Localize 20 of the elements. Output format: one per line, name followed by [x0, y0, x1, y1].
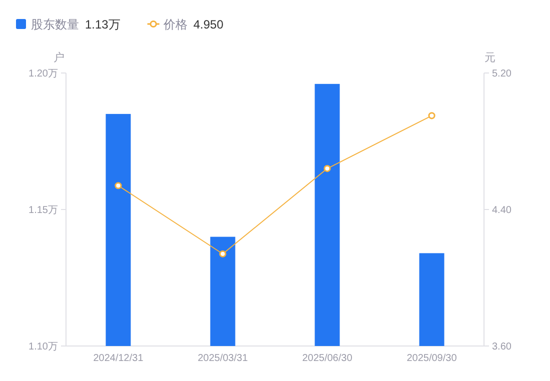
x-tick-label: 2025/09/30	[406, 353, 458, 364]
legend-label: 股东数量	[31, 18, 79, 32]
y2-tick-label: 3.60	[492, 342, 512, 352]
legend-label: 价格	[162, 18, 188, 32]
point	[324, 165, 331, 172]
point	[428, 112, 436, 120]
y-tick-label: 1.15万	[28, 205, 58, 216]
point	[219, 250, 226, 258]
x-tick-label: 2024/12/31	[93, 353, 144, 364]
text: 1.13万	[85, 18, 120, 32]
y2-tick-label: 4.40	[492, 205, 512, 216]
point	[114, 182, 122, 190]
y2-axis-title: 元	[484, 52, 496, 64]
y-axis-title: 户	[54, 51, 64, 64]
x-tick-label: 2025/03/31	[198, 353, 248, 364]
x-tick-label: 2025/06/30	[302, 353, 353, 364]
text: 4.950	[193, 18, 224, 32]
y-tick-label: 1.20万	[28, 68, 58, 80]
y-tick-label: 1.10万	[28, 342, 58, 352]
y2-tick-label: 5.20	[492, 68, 512, 80]
